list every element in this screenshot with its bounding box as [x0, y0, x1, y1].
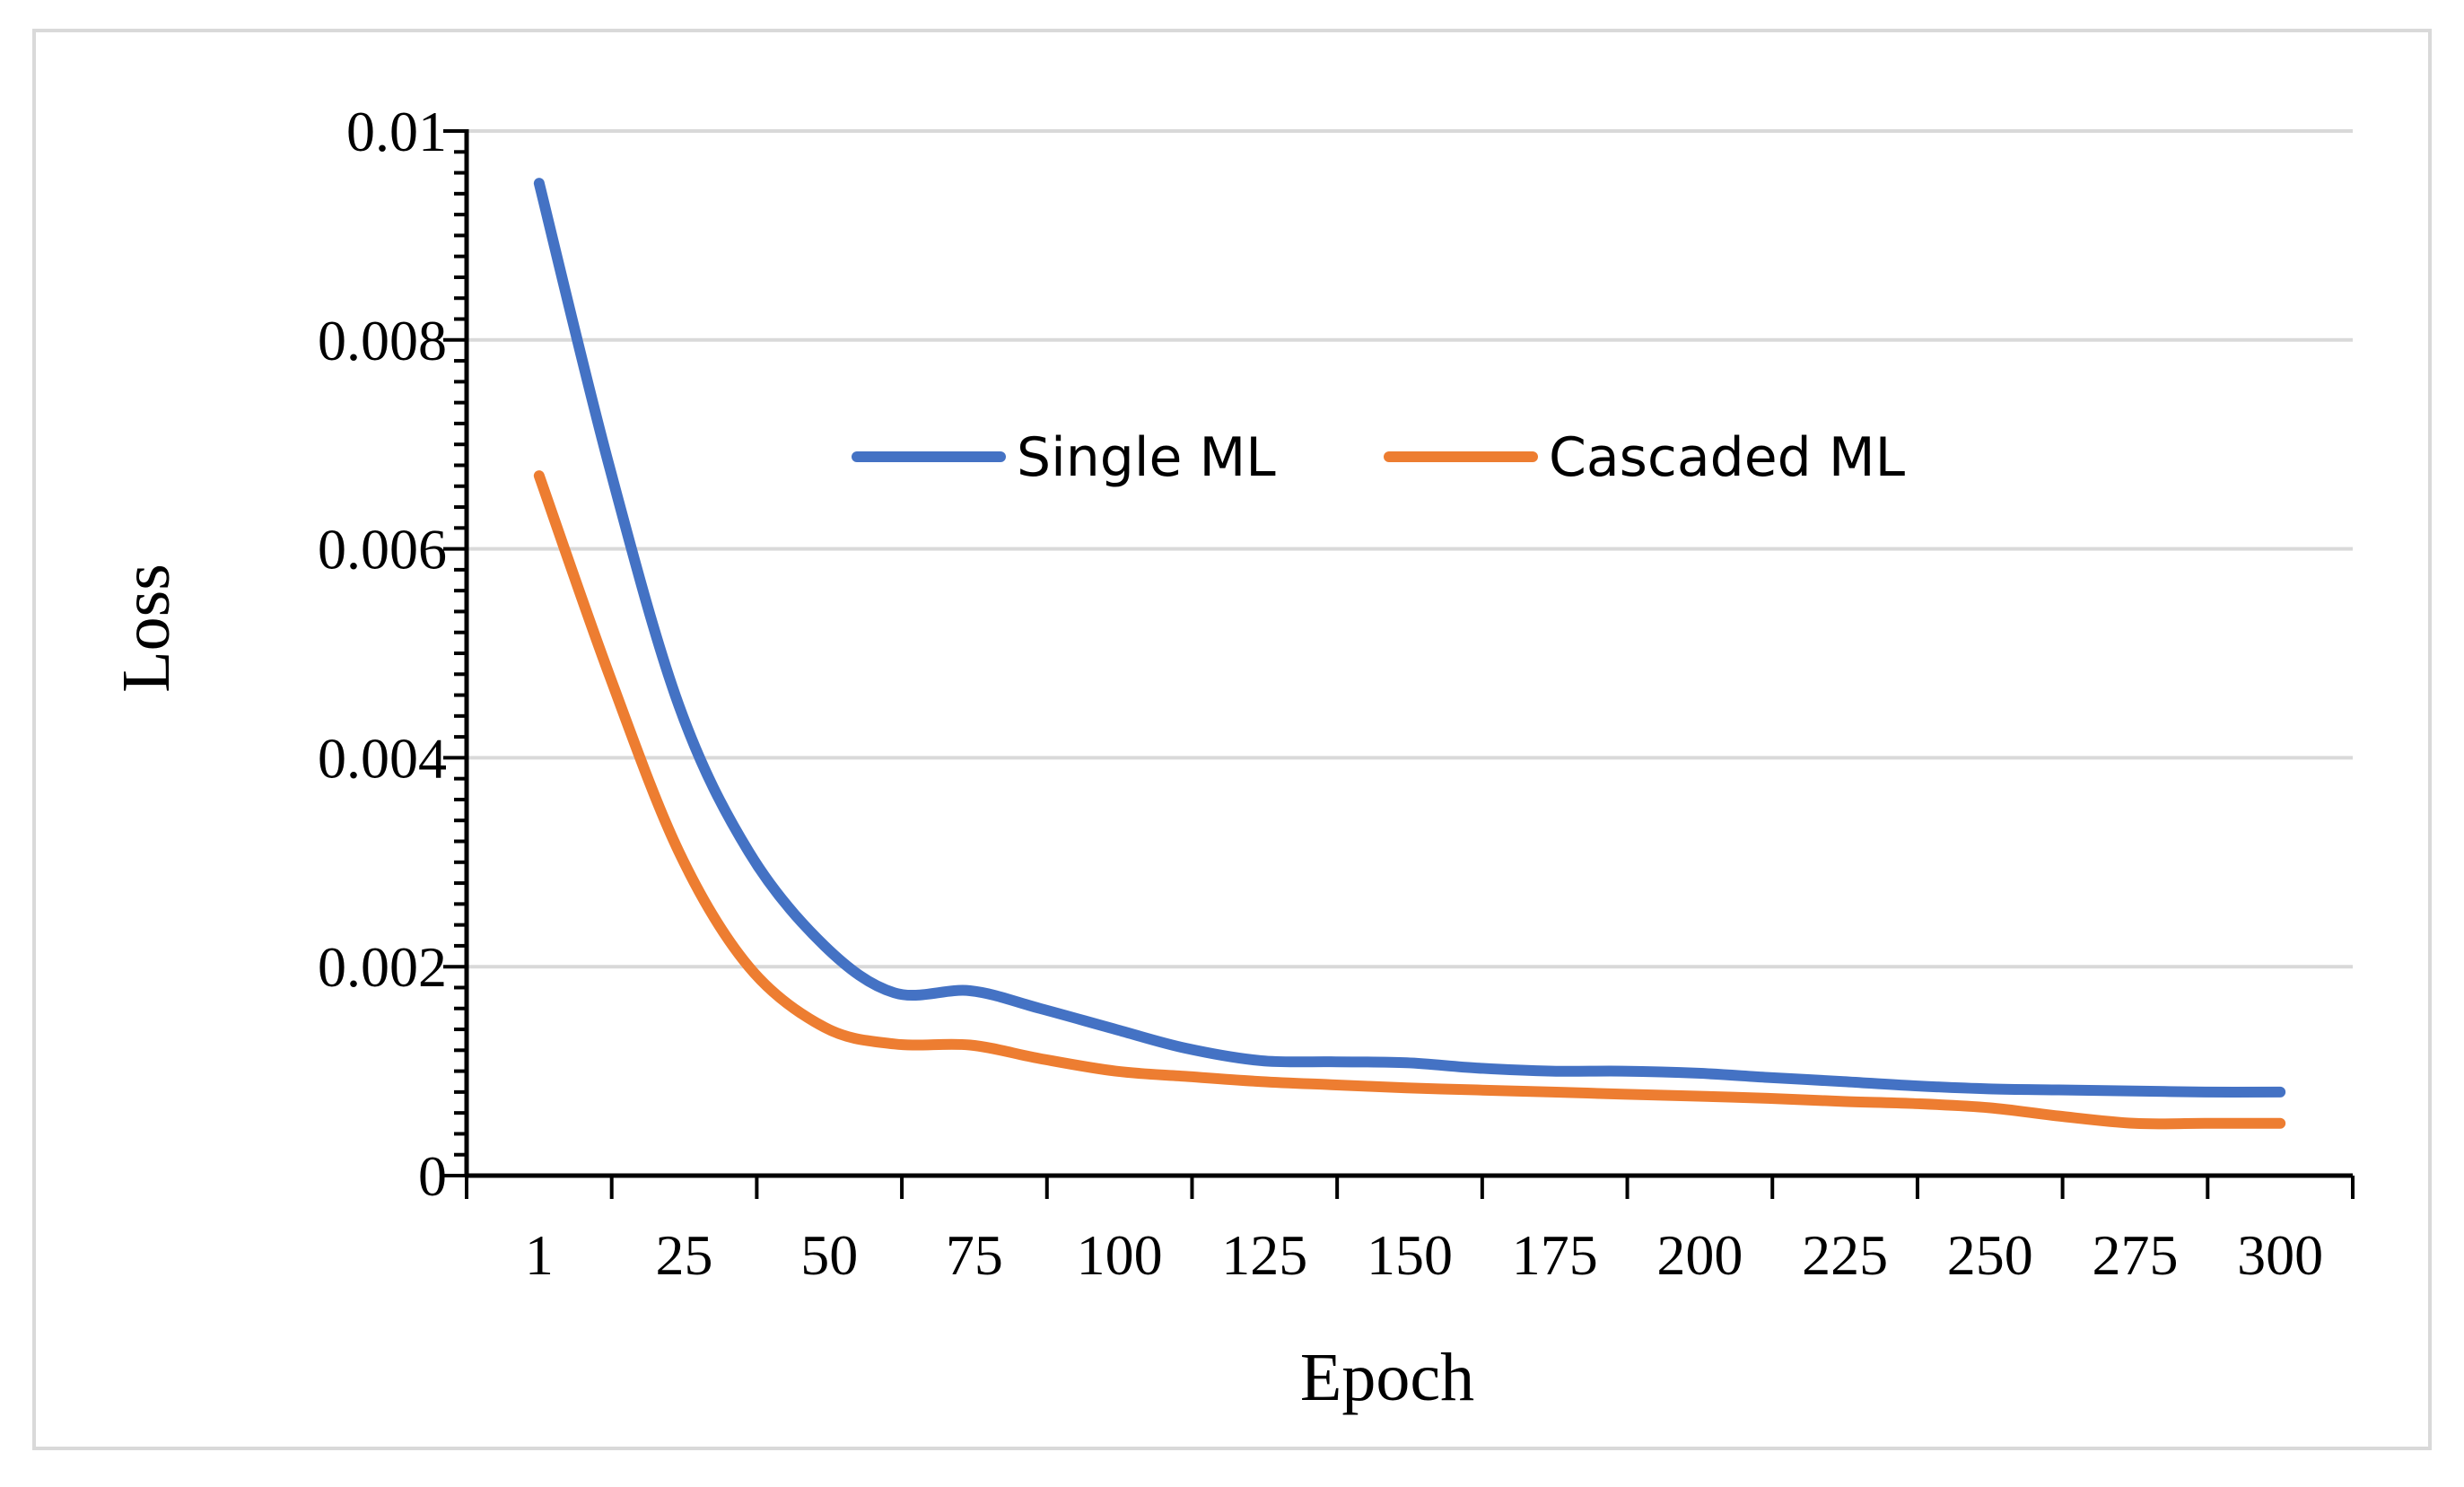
y-tick-label: 0.006 — [318, 518, 447, 582]
x-tick-label: 150 — [1367, 1223, 1453, 1287]
gridlines — [467, 129, 2353, 969]
y-axis-title: Loss — [109, 564, 184, 693]
y-tick-label: 0.01 — [346, 100, 447, 163]
legend-label-cascaded-ml: Cascaded ML — [1549, 426, 1906, 489]
x-axis-title: Epoch — [1300, 1340, 1474, 1415]
series-line-cascaded-ml — [533, 470, 2286, 1130]
x-tick-label: 50 — [800, 1223, 858, 1287]
x-tick-label: 200 — [1656, 1223, 1743, 1287]
x-tick-label: 275 — [2092, 1223, 2178, 1287]
y-tick-label: 0.002 — [318, 935, 447, 999]
series-line-single-ml — [533, 178, 2286, 1098]
x-tick-label: 1 — [525, 1223, 554, 1287]
x-tick-label: 300 — [2237, 1223, 2323, 1287]
legend: Single ML Cascaded ML — [852, 426, 1906, 489]
x-tick-label: 100 — [1077, 1223, 1163, 1287]
x-tick-label: 225 — [1802, 1223, 1888, 1287]
axes — [443, 129, 2355, 1199]
x-tick-label: 175 — [1512, 1223, 1598, 1287]
x-tick-label: 75 — [946, 1223, 1003, 1287]
y-tick-label: 0 — [418, 1144, 447, 1208]
y-tick-label: 0.008 — [318, 309, 447, 372]
series-lines — [533, 178, 2286, 1130]
x-tick-label: 25 — [656, 1223, 713, 1287]
legend-label-single-ml: Single ML — [1017, 426, 1276, 489]
chart-frame — [32, 29, 2432, 1450]
y-tick-label: 0.004 — [318, 726, 447, 790]
x-tick-label: 125 — [1221, 1223, 1307, 1287]
x-tick-label: 250 — [1947, 1223, 2033, 1287]
